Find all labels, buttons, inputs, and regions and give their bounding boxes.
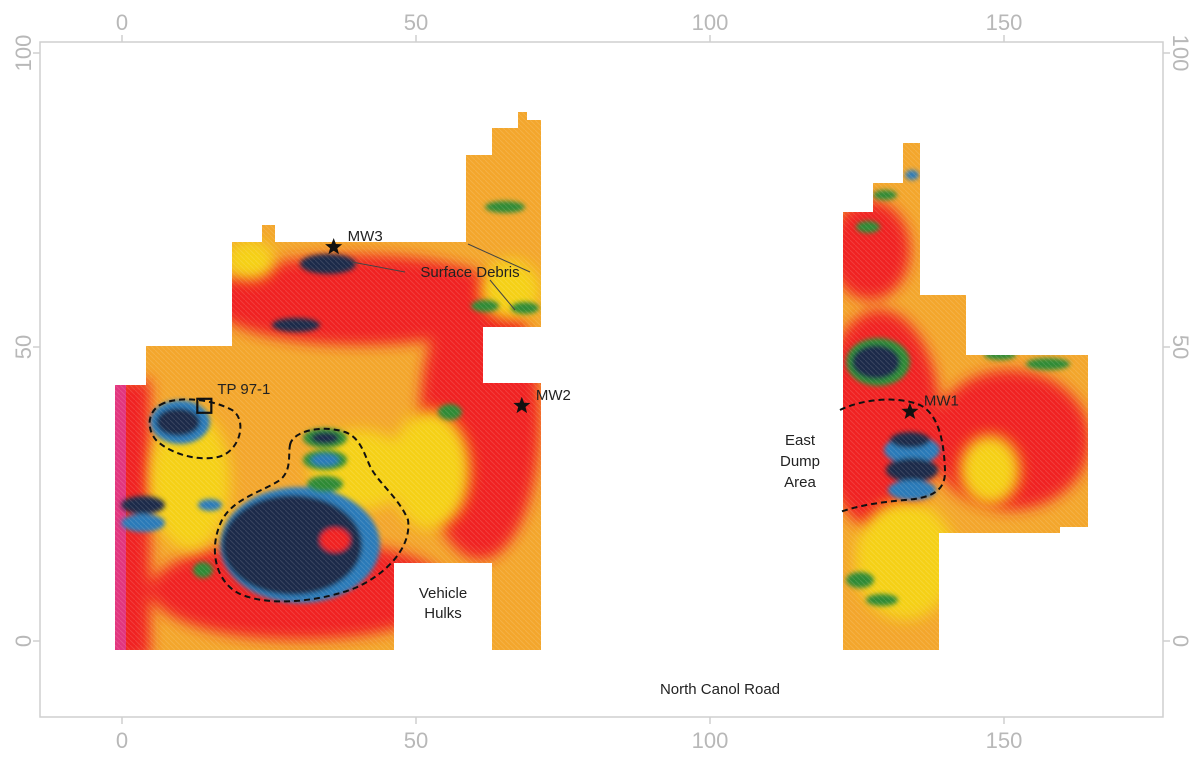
vehicle-hulks-label-line1: Vehicle xyxy=(419,585,467,602)
road-label: North Canol Road xyxy=(660,681,780,698)
plot-frame xyxy=(39,41,1164,718)
mw1-marker xyxy=(901,402,919,419)
mw3-marker xyxy=(325,238,343,255)
x-tick-label-top-50: 50 xyxy=(404,10,428,35)
east-dump-label-line3: Area xyxy=(784,474,816,491)
mw2-label: MW2 xyxy=(536,387,571,404)
east-dump-label-line1: East xyxy=(785,432,816,449)
surface-debris-label: Surface Debris xyxy=(420,264,519,281)
vehicle-hulks-label-line2: Hulks xyxy=(424,605,462,622)
east-dump-label-line2: Dump xyxy=(780,453,820,470)
mw3-label: MW3 xyxy=(348,228,383,245)
east-dump-outline xyxy=(839,398,947,513)
tp97-outline xyxy=(148,398,242,460)
y-tick-label-left-50: 50 xyxy=(11,335,36,359)
y-tick-label-right-100: 100 xyxy=(1168,35,1193,72)
y-tick-label-left-0: 0 xyxy=(11,635,36,647)
x-tick-label-bottom-0: 0 xyxy=(116,728,128,753)
mw1-label: MW1 xyxy=(924,393,959,410)
y-tick-label-right-0: 0 xyxy=(1168,635,1193,647)
x-tick-label-top-0: 0 xyxy=(116,10,128,35)
x-tick-label-top-100: 100 xyxy=(692,10,729,35)
mw2-marker xyxy=(513,396,531,414)
y-tick-label-right-50: 50 xyxy=(1168,335,1193,359)
tp97-1-label: TP 97-1 xyxy=(217,381,270,398)
x-tick-label-bottom-100: 100 xyxy=(692,728,729,753)
y-tick-label-left-100: 100 xyxy=(11,35,36,72)
x-tick-label-bottom-150: 150 xyxy=(986,728,1023,753)
tp97-1-marker xyxy=(196,397,213,414)
surface-debris-leaders xyxy=(351,243,531,311)
x-tick-label-top-150: 150 xyxy=(986,10,1023,35)
anomaly-outlines xyxy=(148,398,947,603)
x-tick-label-bottom-50: 50 xyxy=(404,728,428,753)
